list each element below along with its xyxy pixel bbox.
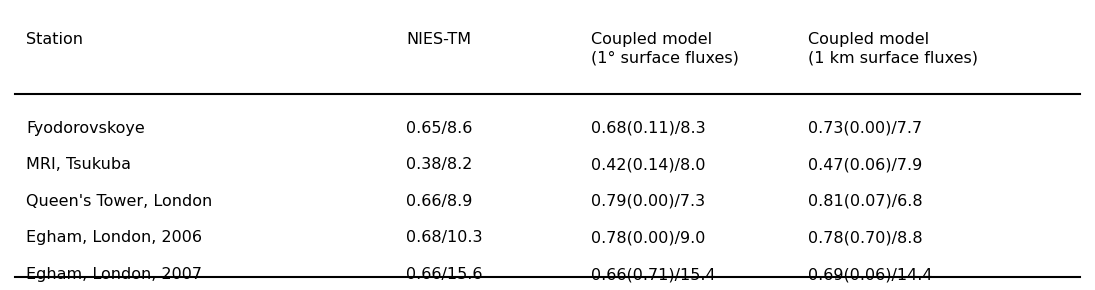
Text: Station: Station — [26, 32, 83, 47]
Text: 0.65/8.6: 0.65/8.6 — [406, 121, 473, 136]
Text: Coupled model
(1° surface fluxes): Coupled model (1° surface fluxes) — [591, 32, 739, 66]
Text: Egham, London, 2006: Egham, London, 2006 — [26, 231, 201, 245]
Text: 0.66(0.71)/15.4: 0.66(0.71)/15.4 — [591, 267, 716, 282]
Text: 0.68/10.3: 0.68/10.3 — [406, 231, 483, 245]
Text: 0.81(0.07)/6.8: 0.81(0.07)/6.8 — [808, 194, 923, 209]
Text: 0.47(0.06)/7.9: 0.47(0.06)/7.9 — [808, 157, 923, 172]
Text: 0.73(0.00)/7.7: 0.73(0.00)/7.7 — [808, 121, 922, 136]
Text: 0.42(0.14)/8.0: 0.42(0.14)/8.0 — [591, 157, 705, 172]
Text: 0.69(0.06)/14.4: 0.69(0.06)/14.4 — [808, 267, 933, 282]
Text: 0.66/8.9: 0.66/8.9 — [406, 194, 473, 209]
Text: Egham, London, 2007: Egham, London, 2007 — [26, 267, 201, 282]
Text: MRI, Tsukuba: MRI, Tsukuba — [26, 157, 131, 172]
Text: 0.78(0.00)/9.0: 0.78(0.00)/9.0 — [591, 231, 705, 245]
Text: 0.66/15.6: 0.66/15.6 — [406, 267, 483, 282]
Text: NIES-TM: NIES-TM — [406, 32, 471, 47]
Text: 0.78(0.70)/8.8: 0.78(0.70)/8.8 — [808, 231, 923, 245]
Text: 0.68(0.11)/8.3: 0.68(0.11)/8.3 — [591, 121, 705, 136]
Text: Queen's Tower, London: Queen's Tower, London — [26, 194, 212, 209]
Text: Coupled model
(1 km surface fluxes): Coupled model (1 km surface fluxes) — [808, 32, 978, 66]
Text: 0.38/8.2: 0.38/8.2 — [406, 157, 473, 172]
Text: 0.79(0.00)/7.3: 0.79(0.00)/7.3 — [591, 194, 705, 209]
Text: Fyodorovskoye: Fyodorovskoye — [26, 121, 145, 136]
